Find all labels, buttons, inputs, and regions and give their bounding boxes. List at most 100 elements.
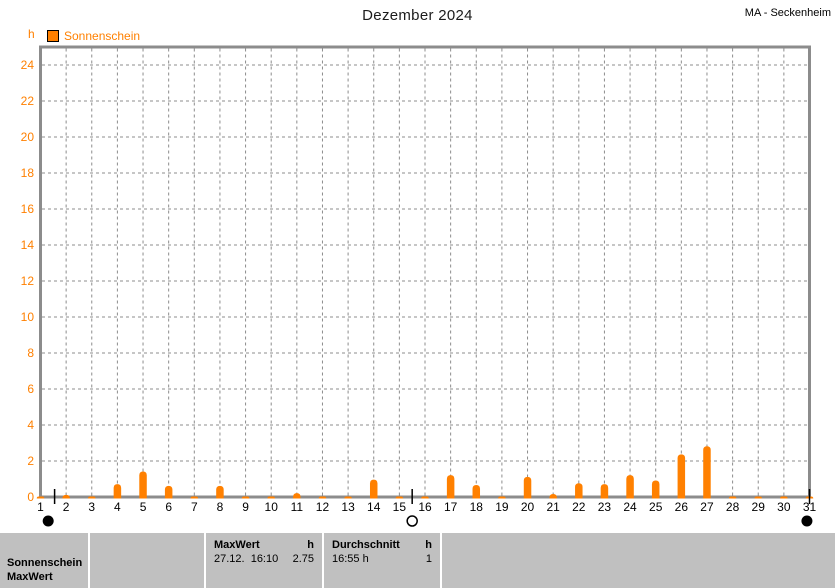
y-tick-label: 4 xyxy=(27,418,34,432)
x-tick-label: 1 xyxy=(37,500,44,514)
x-tick-label: 30 xyxy=(777,500,791,514)
x-tick-label: 8 xyxy=(217,500,224,514)
x-tick-label: 10 xyxy=(265,500,279,514)
legend: Sonnenschein xyxy=(47,29,140,43)
bar-day-22 xyxy=(575,483,583,499)
bar-day-5 xyxy=(139,471,147,499)
durchschnitt-unit-header: h xyxy=(425,539,432,551)
legend-label: Sonnenschein xyxy=(64,29,141,43)
x-tick-label: 16 xyxy=(418,500,432,514)
bar-day-12 xyxy=(318,496,327,499)
legend-swatch-icon xyxy=(47,30,59,42)
bar-day-19 xyxy=(498,496,506,499)
bar-day-6 xyxy=(164,485,173,499)
maxwert-datetime: 27.12. 16:10 xyxy=(214,553,279,565)
x-tick-label: 11 xyxy=(291,500,304,514)
y-tick-label: 14 xyxy=(21,238,35,252)
maxwert-value: 2.75 xyxy=(292,553,314,565)
bar-day-20 xyxy=(523,476,532,499)
x-tick-label: 18 xyxy=(470,500,484,514)
x-tick-label: 26 xyxy=(675,500,689,514)
x-tick-label: 15 xyxy=(393,500,407,514)
y-tick-label: 2 xyxy=(27,454,34,468)
x-tick-label: 12 xyxy=(316,500,330,514)
summary-durchschnitt-cell: Durchschnitt h 16:55 h 1 xyxy=(322,533,440,588)
summary-table: Sonnenschein MaxWert MaxWert h 27.12. 16… xyxy=(0,533,835,588)
summary-empty-cell xyxy=(88,533,204,588)
x-tick-label: 23 xyxy=(598,500,612,514)
x-tick-label: 19 xyxy=(495,500,509,514)
bar-day-21 xyxy=(549,494,557,499)
bar-day-30 xyxy=(780,496,788,499)
x-tick-label: 20 xyxy=(521,500,535,514)
y-tick-label: 22 xyxy=(21,94,35,108)
durchschnitt-value: 1 xyxy=(425,553,432,565)
bar-day-26 xyxy=(677,454,686,499)
bar-day-4 xyxy=(113,484,122,499)
maxwert-unit-header: h xyxy=(307,539,314,551)
page-title: Dezember 2024 xyxy=(362,7,473,24)
y-tick-label: 16 xyxy=(21,202,35,216)
x-tick-label: 14 xyxy=(367,500,381,514)
bar-day-10 xyxy=(267,496,275,499)
bar-day-24 xyxy=(626,475,634,499)
bar-day-8 xyxy=(216,485,224,499)
x-tick-label: 13 xyxy=(341,500,355,514)
bar-day-13 xyxy=(344,496,352,499)
x-tick-label: 24 xyxy=(623,500,637,514)
bar-day-23 xyxy=(600,484,609,499)
bar-day-14 xyxy=(369,479,378,499)
y-axis-unit-label: h xyxy=(28,27,35,41)
x-tick-label: 9 xyxy=(242,500,249,514)
y-tick-label: 18 xyxy=(21,166,35,180)
y-tick-label: 20 xyxy=(21,130,35,144)
x-tick-label: 2 xyxy=(63,500,70,514)
bar-day-29 xyxy=(754,496,762,499)
summary-series-label: Sonnenschein xyxy=(7,557,83,569)
durchschnitt-header: Durchschnitt xyxy=(332,539,400,551)
summary-metric-label: MaxWert xyxy=(7,571,53,583)
bar-day-17 xyxy=(446,475,455,499)
x-tick-label: 29 xyxy=(752,500,766,514)
y-tick-label: 0 xyxy=(27,490,34,504)
new-moon-icon xyxy=(42,515,54,527)
x-tick-label: 6 xyxy=(165,500,172,514)
y-tick-label: 24 xyxy=(21,58,35,72)
bar-day-9 xyxy=(241,496,250,499)
maxwert-header: MaxWert xyxy=(214,539,260,551)
summary-row-label-cell: Sonnenschein MaxWert xyxy=(0,533,88,588)
station-label: MA - Seckenheim xyxy=(744,7,831,19)
bar-day-15 xyxy=(395,496,404,499)
x-tick-label: 3 xyxy=(88,500,95,514)
summary-maxwert-cell: MaxWert h 27.12. 16:10 2.75 xyxy=(204,533,322,588)
durchschnitt-text: 16:55 h xyxy=(332,553,369,565)
x-tick-label: 5 xyxy=(140,500,147,514)
x-tick-label: 21 xyxy=(546,500,560,514)
bar-day-7 xyxy=(190,496,199,499)
x-tick-label: 28 xyxy=(726,500,740,514)
summary-filler-cell xyxy=(440,533,835,588)
bar-day-25 xyxy=(651,480,660,499)
bar-day-11 xyxy=(293,493,301,499)
bar-day-28 xyxy=(728,496,737,499)
y-tick-label: 12 xyxy=(21,274,35,288)
x-tick-label: 27 xyxy=(700,500,714,514)
bar-day-16 xyxy=(421,496,429,499)
bar-day-18 xyxy=(472,485,481,499)
x-tick-label: 31 xyxy=(803,500,817,514)
new-moon-icon xyxy=(801,515,813,527)
y-tick-label: 6 xyxy=(27,382,34,396)
bar-day-2 xyxy=(62,494,70,499)
x-tick-label: 7 xyxy=(191,500,198,514)
bar-day-27 xyxy=(703,446,711,499)
x-tick-label: 4 xyxy=(114,500,121,514)
bar-day-3 xyxy=(88,496,96,499)
bar-day-1 xyxy=(36,496,45,499)
x-tick-label: 25 xyxy=(649,500,663,514)
y-tick-label: 8 xyxy=(27,346,34,360)
x-tick-label: 22 xyxy=(572,500,586,514)
x-tick-label: 17 xyxy=(444,500,458,514)
y-tick-label: 10 xyxy=(21,310,35,324)
